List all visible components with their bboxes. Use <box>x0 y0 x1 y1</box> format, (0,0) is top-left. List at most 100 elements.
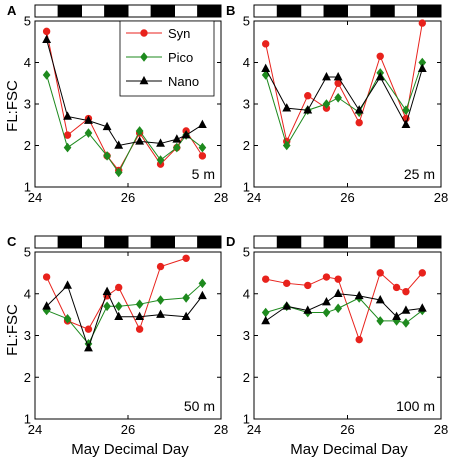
data-point-pico <box>322 307 331 318</box>
panel-b: 1 2 3 4 5 24 26 28 B 25 m <box>226 3 448 205</box>
data-point-syn <box>42 273 51 281</box>
data-point-pico <box>156 295 165 305</box>
legend-marker <box>140 29 148 37</box>
data-point-syn <box>198 152 207 160</box>
data-point-pico <box>135 299 144 309</box>
data-point-nano <box>181 311 191 321</box>
data-point-nano <box>181 130 191 139</box>
bar-segment <box>300 235 325 249</box>
y-tick-label: 3 <box>243 97 250 112</box>
legend-marker <box>140 52 148 62</box>
x-tick-label: 24 <box>247 422 261 437</box>
panel-d: 1 2 3 4 5 24 26 28 D 100 m <box>226 234 448 437</box>
y-axis-label-bottom: FL:FSC <box>4 304 21 356</box>
data-point-nano <box>375 294 385 304</box>
data-point-nano <box>354 105 364 114</box>
y-tick-label: 5 <box>24 14 31 29</box>
bar-segment <box>393 235 419 249</box>
data-point-syn <box>42 27 51 36</box>
panel-label: D <box>226 234 235 249</box>
y-tick-label: 5 <box>243 245 250 260</box>
depth-label: 100 m <box>396 398 435 414</box>
bar-segment <box>417 4 442 18</box>
data-point-nano <box>197 119 207 129</box>
data-point-pico <box>172 142 181 153</box>
y-tick-label: 3 <box>24 328 31 343</box>
data-point-nano <box>84 115 93 124</box>
data-point-pico <box>135 126 144 136</box>
x-axis-label-right: May Decimal Day <box>290 441 408 458</box>
data-point-nano <box>172 134 182 143</box>
bar-segment <box>174 4 199 18</box>
y-tick-label: 4 <box>243 55 250 70</box>
bar-segment <box>276 4 302 18</box>
bar-segment <box>417 235 442 249</box>
data-point-syn <box>304 281 312 290</box>
series-pico <box>42 70 207 178</box>
data-point-pico <box>198 142 207 153</box>
data-point-pico <box>103 151 111 161</box>
data-point-nano <box>102 121 112 131</box>
y-tick-label: 2 <box>24 138 31 153</box>
data-point-nano <box>261 63 271 73</box>
data-point-nano <box>322 297 331 306</box>
x-tick-label: 26 <box>121 422 135 437</box>
data-point-nano <box>156 138 165 147</box>
data-point-syn <box>418 19 426 27</box>
bar-segment <box>57 235 82 249</box>
data-point-pico <box>402 318 410 328</box>
legend-entry-pico: Pico <box>126 50 193 65</box>
light-dark-bar <box>253 4 442 18</box>
depth-label: 50 m <box>184 398 215 414</box>
series-nano <box>261 288 427 325</box>
data-point-nano <box>42 301 52 310</box>
bar-segment <box>81 235 106 249</box>
series-nano <box>42 280 207 352</box>
data-point-nano <box>84 342 93 352</box>
bar-segment <box>104 235 129 249</box>
y-tick-label: 1 <box>24 180 31 195</box>
data-point-syn <box>355 118 363 127</box>
data-point-syn <box>115 283 123 292</box>
data-point-nano <box>401 305 411 314</box>
data-point-nano <box>303 105 313 114</box>
data-point-nano <box>392 311 402 321</box>
data-point-syn <box>283 279 291 288</box>
data-point-syn <box>402 287 410 296</box>
bar-segment <box>150 235 175 249</box>
y-axis-label-top: FL:FSC <box>4 80 21 132</box>
y-tick-label: 1 <box>24 412 31 427</box>
y-tick-label: 2 <box>243 138 250 153</box>
plot-frame <box>34 251 222 420</box>
series-nano <box>261 63 427 129</box>
data-point-syn <box>376 269 384 277</box>
data-point-nano <box>42 34 52 43</box>
data-point-pico <box>63 313 72 324</box>
x-tick-label: 28 <box>214 190 228 205</box>
bar-segment <box>393 4 419 18</box>
bar-segment <box>300 4 325 18</box>
y-tick-label: 2 <box>24 370 31 385</box>
data-point-nano <box>375 71 385 81</box>
data-point-nano <box>322 71 331 81</box>
y-tick-label: 1 <box>243 412 250 427</box>
data-point-pico <box>376 316 385 326</box>
x-tick-label: 28 <box>434 422 448 437</box>
legend-label: Syn <box>168 26 190 41</box>
data-point-nano <box>63 280 72 289</box>
legend: Syn Pico Nano <box>119 20 215 97</box>
y-tick-label: 1 <box>243 180 250 195</box>
bar-segment <box>34 4 59 18</box>
data-point-syn <box>261 40 270 48</box>
data-point-pico <box>334 303 342 314</box>
bar-segment <box>347 4 372 18</box>
bar-segment <box>174 235 199 249</box>
y-tick-label: 4 <box>24 286 31 301</box>
data-point-nano <box>417 303 427 312</box>
data-point-pico <box>198 278 207 289</box>
x-tick-label: 24 <box>28 190 42 205</box>
data-point-syn <box>261 275 270 283</box>
x-tick-label: 26 <box>340 190 354 205</box>
bar-segment <box>323 235 348 249</box>
